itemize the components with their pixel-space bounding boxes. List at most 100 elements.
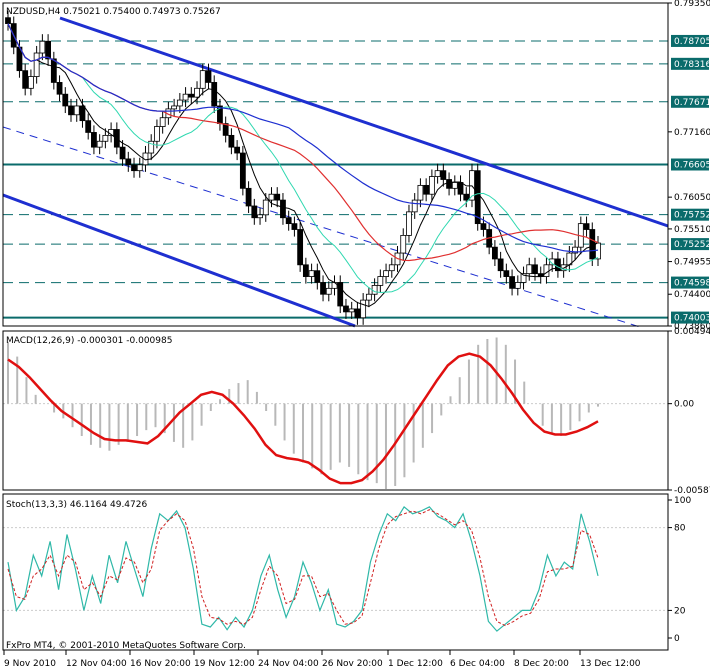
stoch-tick-label: 80 — [674, 524, 686, 534]
x-tick-label: 8 Dec 20:00 — [514, 659, 569, 669]
candle-body — [491, 246, 498, 260]
candle-body — [131, 164, 137, 172]
stoch-layer: 100 80 20 0 — [3, 496, 691, 644]
stoch-signal-line — [7, 509, 599, 627]
candle-body — [33, 52, 40, 77]
x-tick-label: 6 Dec 04:00 — [450, 659, 505, 669]
candle-body — [520, 273, 527, 283]
candle-body — [549, 258, 556, 266]
candle-body — [411, 199, 418, 213]
candle-body — [222, 123, 229, 136]
candle-body — [182, 93, 189, 101]
candle-body — [245, 187, 252, 207]
frame-layer: 9 Nov 2010 12 Nov 04:00 16 Nov 20:00 19 Nov… — [2, 2, 669, 669]
macd-title: MACD(12,26,9) -0.000301 -0.000985 — [6, 336, 172, 346]
panel-frame — [2, 2, 669, 327]
level-label-box — [671, 311, 709, 324]
level-label-box — [671, 57, 709, 70]
macd-layer: 0.00494 0.00 -0.00587 — [3, 327, 710, 496]
price-tick-label: 0.77160 — [674, 128, 710, 138]
candle-body — [434, 170, 441, 177]
candle-body — [417, 184, 424, 201]
candle-body — [148, 140, 155, 154]
level-label: 0.75252 — [674, 240, 710, 250]
candle-body — [555, 258, 561, 272]
level-label: 0.75752 — [674, 211, 710, 221]
candle-body — [377, 276, 384, 286]
candle-body — [79, 105, 86, 122]
candle-body — [297, 229, 304, 266]
level-label-box — [671, 238, 709, 251]
macd-tick-label: 0.00 — [674, 400, 694, 410]
stoch-tick-label: 100 — [674, 496, 691, 506]
candle-body — [451, 182, 458, 189]
grid-layer: 0.79350 0.77160 0.76050 0.75510 0.74955 0.744… — [668, 0, 710, 332]
candle-body — [589, 229, 596, 260]
candle-body — [371, 285, 378, 295]
candle-body — [514, 282, 521, 289]
candle-body — [262, 199, 269, 216]
candle-body — [497, 258, 504, 272]
x-tick-label: 1 Dec 12:00 — [388, 659, 443, 669]
candle-body — [480, 223, 487, 230]
candle-body — [239, 152, 246, 189]
candle-body — [102, 134, 109, 142]
candle-body — [446, 179, 452, 189]
candle-body — [73, 105, 80, 116]
candle-body — [68, 105, 74, 116]
candle-body — [400, 234, 407, 254]
candle-body — [583, 223, 590, 230]
candle-body — [228, 134, 235, 148]
candle-body — [388, 264, 395, 272]
level-label-box — [671, 276, 709, 289]
x-tick-label: 16 Nov 20:00 — [130, 659, 191, 669]
ma-fast-line — [7, 23, 599, 308]
candle-body — [154, 126, 160, 142]
price-tick-label: 0.73860 — [674, 322, 710, 332]
candle-body — [503, 270, 510, 277]
candle-body — [50, 58, 57, 83]
candle-body — [348, 308, 355, 313]
candle-body — [119, 146, 126, 160]
channel-upper-line — [59, 16, 669, 228]
level-label: 0.74598 — [674, 279, 710, 289]
panel-frame — [2, 330, 669, 491]
macd-tick-label: -0.00587 — [674, 486, 710, 496]
candle-body — [354, 308, 361, 319]
candle-body — [274, 193, 281, 201]
candle-body — [291, 223, 298, 230]
candle-body — [463, 193, 470, 201]
price-tick-label: 0.74955 — [674, 258, 710, 268]
candle-body — [142, 152, 149, 166]
candle-body — [62, 93, 69, 107]
level-label-box — [671, 208, 709, 221]
footer-copyright: FxPro MT4, © 2001-2010 MetaQuotes Softwa… — [6, 641, 246, 651]
candle-body — [194, 87, 200, 98]
candle-body — [320, 282, 326, 295]
candle-body — [325, 287, 332, 295]
x-tick-label: 13 Dec 12:00 — [580, 659, 641, 669]
candle-body — [474, 170, 481, 225]
candle-body — [159, 117, 166, 127]
candle-body — [383, 270, 389, 277]
candle-body — [595, 242, 601, 260]
level-label-box — [671, 34, 709, 47]
channel-mid-line — [2, 126, 641, 328]
level-label: 0.78705 — [674, 37, 710, 47]
candle-body — [343, 305, 349, 313]
candle-body — [360, 299, 367, 319]
candle-body — [199, 70, 206, 89]
candle-body — [572, 246, 578, 254]
price-tick-label: 0.75510 — [674, 225, 710, 235]
price-header: NZDUSD,H4 0.75021 0.75400 0.74973 0.7526… — [6, 7, 221, 17]
candle-body — [457, 182, 464, 195]
candle-body — [428, 176, 435, 195]
candle-body — [423, 184, 430, 195]
candle-body — [5, 17, 11, 24]
level-label: 0.78316 — [674, 60, 710, 70]
stoch-tick-label: 0 — [674, 634, 680, 644]
candle-body — [125, 158, 132, 166]
stoch-tick-label: 20 — [674, 606, 686, 616]
candle-body — [211, 82, 218, 107]
